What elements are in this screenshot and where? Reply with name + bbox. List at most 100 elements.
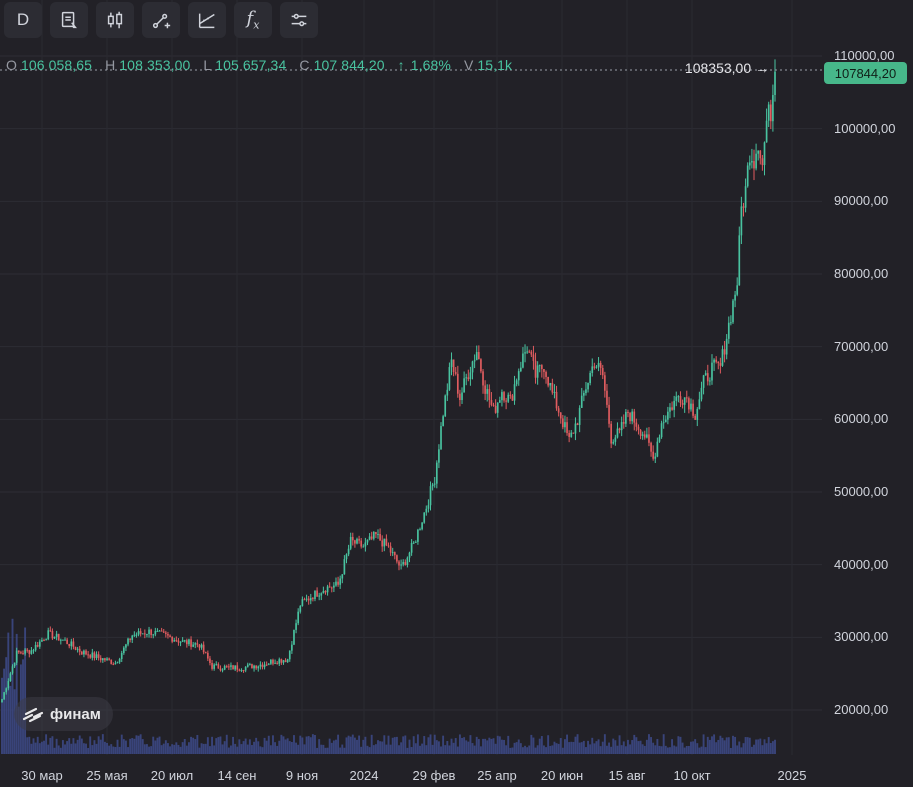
candle-body xyxy=(360,540,363,547)
volume-bar xyxy=(343,747,346,754)
candle-body xyxy=(648,434,650,443)
fib-button[interactable] xyxy=(188,2,226,38)
volume-bar xyxy=(30,743,33,754)
volume-bar xyxy=(700,746,703,754)
volume-bar xyxy=(648,734,650,754)
candle-body xyxy=(301,599,304,607)
candle-body xyxy=(160,630,163,632)
candle-body xyxy=(270,659,272,664)
candle-body xyxy=(91,652,94,658)
volume-bar xyxy=(679,736,682,754)
volume-bar xyxy=(28,736,31,754)
volume-bar xyxy=(99,739,102,754)
volume-bar xyxy=(64,744,66,754)
volume-bar xyxy=(515,742,518,754)
volume-bar xyxy=(727,737,730,754)
settings-button[interactable] xyxy=(280,2,318,38)
indicators-button[interactable]: fx xyxy=(234,2,272,38)
candle-body xyxy=(278,659,281,664)
candle-body xyxy=(295,623,297,630)
finam-watermark: финам xyxy=(14,697,113,731)
volume-bar xyxy=(137,735,140,754)
volume-bar xyxy=(645,739,648,754)
candle-body xyxy=(108,658,110,660)
volume-bar xyxy=(429,734,432,754)
trendline-button[interactable] xyxy=(142,2,180,38)
candle-body xyxy=(127,638,129,645)
volume-bar xyxy=(196,734,199,754)
price-tick-label: 60000,00 xyxy=(834,411,889,427)
volume-bar xyxy=(564,739,566,754)
candle-body xyxy=(131,635,134,640)
volume-bar xyxy=(662,734,665,754)
volume-bar xyxy=(566,734,568,754)
candle-body xyxy=(215,664,218,666)
candle-body xyxy=(101,658,104,661)
volume-bar xyxy=(234,743,237,754)
volume-bar xyxy=(633,734,636,754)
candle-body xyxy=(400,564,402,566)
volume-bar xyxy=(328,738,331,754)
volume-bar xyxy=(696,743,699,754)
volume-bar xyxy=(198,747,201,754)
volume-bar xyxy=(454,738,457,754)
candle-body xyxy=(534,360,537,378)
volume-bar xyxy=(610,746,613,754)
volume-bar xyxy=(624,746,627,754)
volume-bar xyxy=(232,736,235,754)
candle-body xyxy=(543,369,545,372)
volume-bar xyxy=(473,745,476,754)
volume-bar xyxy=(456,746,459,754)
volume-bar xyxy=(463,737,466,754)
candle-body xyxy=(45,639,47,641)
candle-body xyxy=(104,658,106,661)
volume-bar xyxy=(135,735,138,754)
candle-body xyxy=(114,663,117,665)
price-tick-label: 30000,00 xyxy=(834,629,889,645)
candle-body xyxy=(358,538,360,541)
volume-bar xyxy=(15,633,18,754)
volume-bar xyxy=(685,745,688,754)
candle-body xyxy=(93,652,96,659)
candle-body xyxy=(362,546,365,548)
volume-bar xyxy=(158,736,161,754)
volume-bar xyxy=(704,747,707,754)
candle-body xyxy=(55,633,58,637)
chart-type-button[interactable] xyxy=(96,2,134,38)
candle-body xyxy=(692,403,694,416)
volume-bar xyxy=(74,743,77,754)
time-tick-label: 20 июн xyxy=(540,768,584,783)
candle-body xyxy=(162,631,165,633)
volume-bar xyxy=(145,744,148,754)
candle-body xyxy=(694,415,697,420)
candle-body xyxy=(228,666,230,668)
candle-body xyxy=(217,664,220,669)
volume-bar xyxy=(465,740,468,754)
volume-bar xyxy=(402,736,405,754)
candle-body xyxy=(11,666,14,674)
volume-bar xyxy=(103,741,106,754)
interval-button[interactable]: D xyxy=(4,2,42,38)
candle-body xyxy=(459,393,461,401)
volume-bar xyxy=(765,743,768,754)
volume-bar xyxy=(484,738,487,754)
volume-bar xyxy=(118,746,121,754)
candle-body xyxy=(711,362,713,381)
volume-bar xyxy=(629,744,632,754)
candle-body xyxy=(568,433,570,437)
volume-bar xyxy=(381,741,384,754)
volume-bar xyxy=(34,742,37,754)
candle-body xyxy=(482,371,484,386)
candle-body xyxy=(576,423,579,425)
volume-bar xyxy=(608,742,611,754)
volume-bar xyxy=(391,737,394,754)
volume-bar xyxy=(278,740,281,754)
candle-body xyxy=(751,161,753,163)
volume-bar xyxy=(614,740,617,754)
candle-body xyxy=(536,365,539,378)
volume-bar xyxy=(26,737,29,754)
volume-bar xyxy=(511,747,514,754)
candle-body xyxy=(13,662,16,667)
notes-button[interactable] xyxy=(50,2,88,38)
